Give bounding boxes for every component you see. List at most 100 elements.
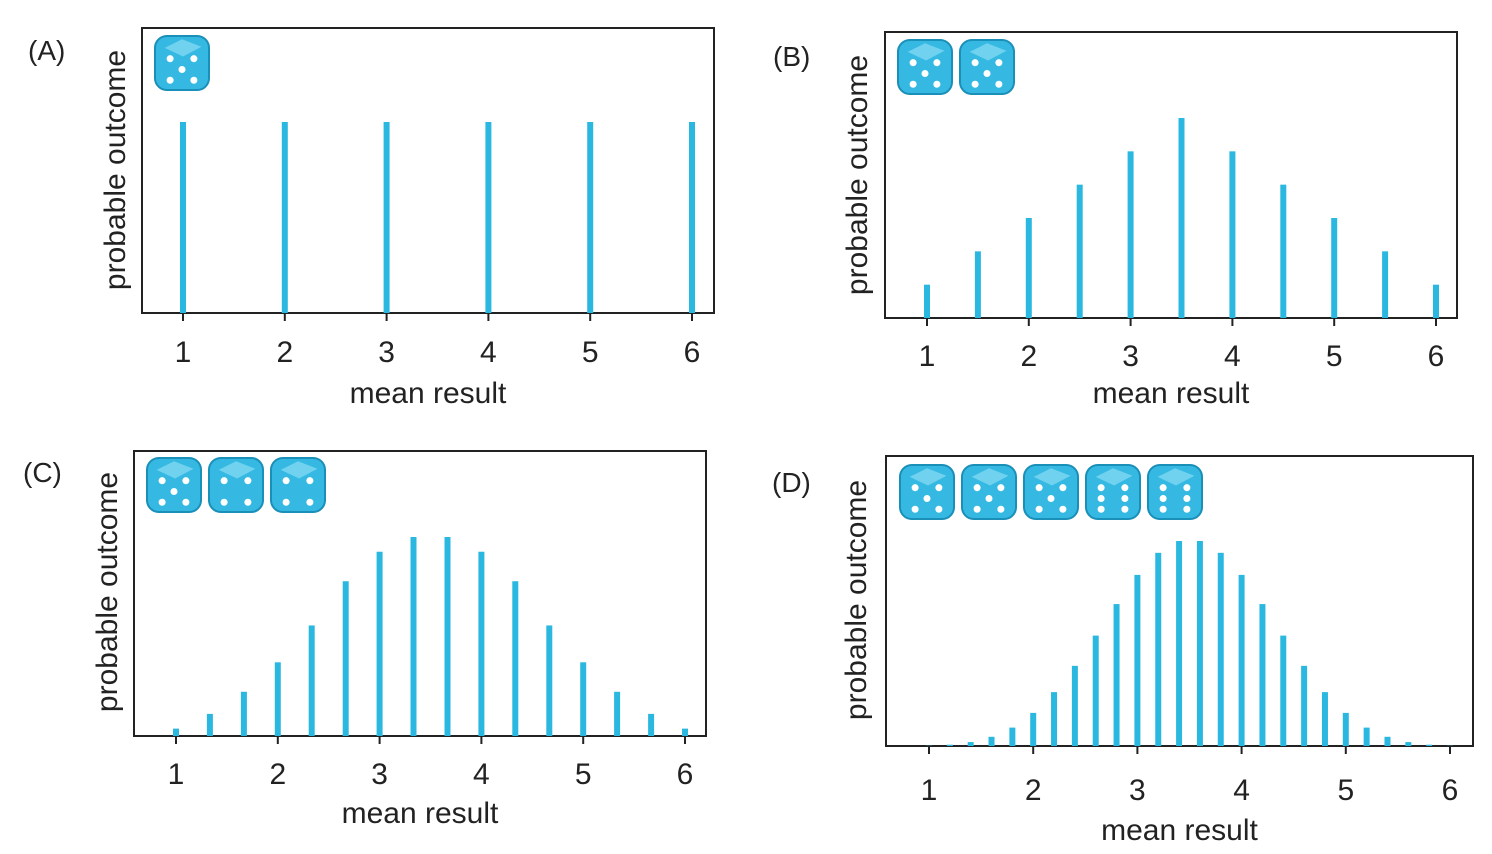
bar (478, 551, 485, 736)
bar (1030, 712, 1037, 746)
bar (1280, 184, 1287, 318)
die-icon (961, 464, 1017, 520)
bar (173, 728, 179, 736)
bar (974, 251, 981, 318)
bar (1009, 727, 1016, 746)
bar (444, 537, 451, 736)
bar (512, 581, 519, 736)
bar (1363, 727, 1370, 746)
bar (1071, 665, 1078, 746)
y-axis-label: probable outcome (840, 480, 873, 720)
x-axis-label: mean result (1101, 814, 1258, 847)
bar (1229, 151, 1236, 318)
bar (1382, 251, 1389, 318)
bar (967, 742, 974, 746)
bar (1025, 218, 1032, 318)
x-axis-label: mean result (342, 797, 499, 830)
bar (281, 122, 288, 313)
x-tick-label: 1 (175, 336, 192, 369)
panel-label: (A) (28, 35, 65, 66)
x-tick-label: 3 (1122, 340, 1139, 373)
x-tick-label: 1 (921, 774, 938, 807)
die-icon (897, 39, 953, 95)
bar (1301, 665, 1308, 746)
bar (587, 122, 594, 313)
x-tick-label: 2 (276, 336, 293, 369)
x-tick-label: 6 (677, 758, 694, 791)
bar (1092, 635, 1099, 746)
bar (308, 625, 315, 736)
die-icon (1085, 464, 1141, 520)
bar (180, 122, 186, 313)
x-tick-label: 4 (1233, 774, 1250, 807)
bar (240, 691, 247, 736)
bar (342, 581, 349, 736)
bar (1176, 541, 1183, 746)
bar (648, 713, 655, 736)
bar (1321, 692, 1328, 746)
x-tick-label: 5 (575, 758, 592, 791)
x-tick-label: 2 (1020, 340, 1037, 373)
bar (1196, 541, 1203, 746)
panel-label: (D) (772, 467, 811, 498)
bar (946, 744, 953, 746)
x-tick-label: 4 (480, 336, 497, 369)
bar (1426, 744, 1433, 746)
x-axis-label: mean result (1093, 377, 1250, 410)
bar (1331, 218, 1338, 318)
die-icon (146, 457, 202, 513)
x-tick-label: 3 (378, 336, 395, 369)
x-tick-label: 4 (473, 758, 490, 791)
bar (1127, 151, 1134, 318)
plot-frame (141, 27, 715, 314)
panel-label: (B) (773, 41, 810, 72)
bar (682, 728, 688, 736)
die-icon (1023, 464, 1079, 520)
bar (1280, 635, 1287, 746)
die-icon (959, 39, 1015, 95)
bar (1178, 118, 1185, 318)
x-tick-label: 6 (1442, 774, 1459, 807)
bar (1113, 604, 1120, 746)
die-icon (208, 457, 264, 513)
y-axis-label: probable outcome (91, 472, 124, 712)
panel-label: (C) (23, 457, 62, 488)
bar (410, 537, 417, 736)
x-tick-label: 1 (168, 758, 185, 791)
bar (580, 662, 587, 736)
x-tick-label: 2 (1025, 774, 1042, 807)
bar (1433, 284, 1439, 318)
bar (485, 122, 492, 313)
bar (383, 122, 390, 313)
bar (1076, 184, 1083, 318)
x-tick-label: 5 (582, 336, 599, 369)
y-axis-label: probable outcome (99, 50, 132, 290)
x-tick-label: 3 (1129, 774, 1146, 807)
bar (376, 551, 383, 736)
bar (988, 736, 995, 746)
die-icon (899, 464, 955, 520)
bar (1405, 742, 1412, 746)
bar (1155, 552, 1162, 746)
x-tick-label: 2 (269, 758, 286, 791)
x-tick-label: 1 (919, 340, 936, 373)
bar (1259, 604, 1266, 746)
bar (274, 662, 281, 736)
x-tick-label: 6 (684, 336, 701, 369)
bar (1134, 574, 1141, 746)
bar (1384, 736, 1391, 746)
x-tick-label: 6 (1428, 340, 1445, 373)
bar (614, 691, 621, 736)
bar (1217, 552, 1224, 746)
bar (924, 284, 930, 318)
die-icon (1147, 464, 1203, 520)
bar (1342, 712, 1349, 746)
plot-frame (884, 31, 1458, 319)
bar (546, 625, 553, 736)
bar (1238, 574, 1245, 746)
bar (689, 122, 695, 313)
bar (1051, 692, 1058, 746)
x-tick-label: 5 (1326, 340, 1343, 373)
